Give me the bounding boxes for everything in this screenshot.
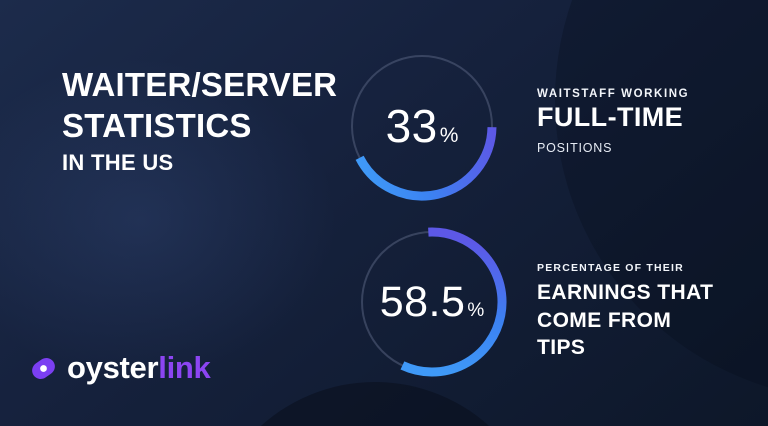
logo-word-oyster: oyster xyxy=(67,350,159,385)
stat-highlight: EARNINGS THAT COME FROM TIPS xyxy=(537,281,714,360)
stat-label-full-time: WAITSTAFF WORKING FULL-TIME POSITIONS xyxy=(537,88,689,155)
title-line-2: STATISTICS xyxy=(62,107,252,144)
stat-kicker: PERCENTAGE OF THEIR xyxy=(537,262,684,274)
oysterlink-logo: oysterlink xyxy=(30,350,211,386)
stat-label-tips: PERCENTAGE OF THEIR EARNINGS THAT COME F… xyxy=(537,262,715,362)
donut-chart-tips: 58.5 % xyxy=(352,222,512,382)
oysterlink-logo-icon xyxy=(32,357,55,379)
donut-chart-tips-svg xyxy=(361,227,507,377)
title-line-3: IN THE US xyxy=(62,150,174,175)
title-line-1: WAITER/SERVER xyxy=(62,66,338,103)
stat-number: 33 xyxy=(385,100,438,152)
page-title: WAITER/SERVER STATISTICS IN THE US xyxy=(62,64,337,177)
stat-kicker: WAITSTAFF WORKING xyxy=(537,88,690,100)
logo-word-link: link xyxy=(158,350,211,385)
oysterlink-logo-text: oysterlink xyxy=(67,350,211,386)
stat-number: 58.5 xyxy=(379,277,466,326)
stat-value-tips: 58.5 % xyxy=(352,222,512,382)
percent-sign: % xyxy=(467,299,485,321)
stat-highlight: FULL-TIME xyxy=(537,102,684,132)
ring-progress-arc xyxy=(355,127,497,201)
stat-subline: POSITIONS xyxy=(537,140,613,155)
donut-chart-full-time: 33 % xyxy=(342,46,502,206)
ring-progress-arc xyxy=(400,227,507,377)
background-glow xyxy=(0,0,420,426)
percent-sign: % xyxy=(439,124,459,147)
donut-chart-full-time-svg xyxy=(351,55,497,201)
stat-value-full-time: 33 % xyxy=(342,46,502,206)
